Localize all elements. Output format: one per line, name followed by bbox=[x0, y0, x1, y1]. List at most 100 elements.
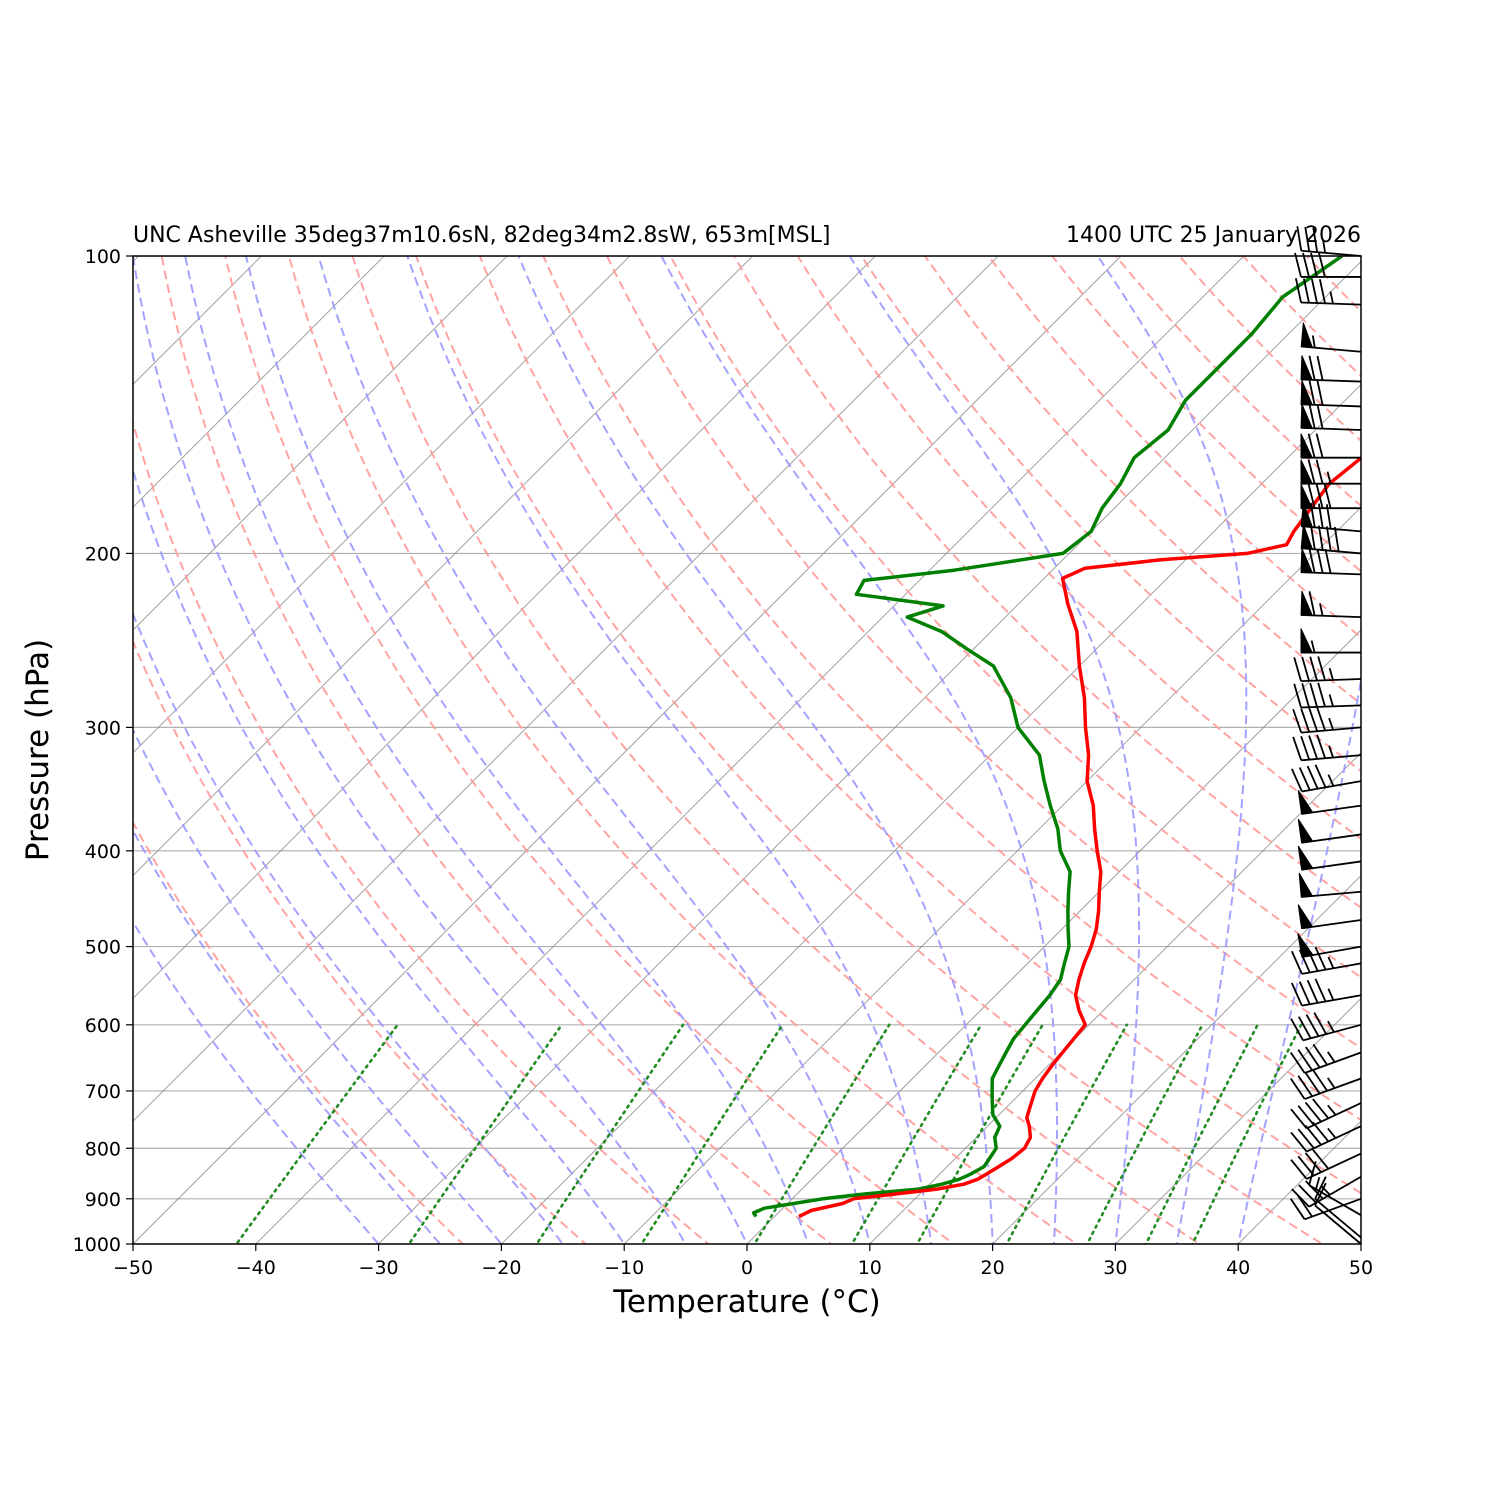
wind-barb bbox=[1297, 933, 1362, 958]
dry-adiabat-line bbox=[542, 256, 1361, 1122]
wind-barb bbox=[1314, 1176, 1362, 1239]
wind-barb bbox=[1300, 380, 1362, 408]
moist-adiabat-line bbox=[406, 256, 933, 1244]
y-tick-label: 900 bbox=[85, 1189, 121, 1211]
wind-barb bbox=[1296, 226, 1362, 257]
isotherm-line bbox=[133, 256, 754, 877]
dry-adiabat-line bbox=[732, 256, 1361, 909]
wind-barb bbox=[1300, 548, 1362, 576]
isotherm-line bbox=[623, 506, 1361, 1244]
dry-adiabat-line bbox=[669, 256, 1361, 979]
isotherm-line bbox=[133, 256, 877, 1000]
chart-title-right: 1400 UTC 25 January 2026 bbox=[1066, 223, 1361, 248]
moist-adiabat-line bbox=[133, 727, 503, 1244]
mixing-ratio-line bbox=[850, 1023, 983, 1244]
wind-barb bbox=[1300, 590, 1362, 619]
dry-adiabat-line bbox=[160, 256, 833, 1244]
wind-barb bbox=[1290, 1012, 1362, 1042]
isotherms bbox=[133, 256, 1361, 1244]
dry-adiabat-line bbox=[133, 639, 588, 1244]
x-tick-label: −30 bbox=[359, 1257, 399, 1279]
isotherm-line bbox=[991, 874, 1361, 1244]
wind-barb bbox=[1300, 524, 1362, 555]
wind-barb bbox=[1297, 904, 1362, 930]
moist-adiabat-line bbox=[133, 920, 380, 1244]
x-tick-label: 10 bbox=[858, 1257, 882, 1279]
moist-adiabat-line bbox=[1096, 256, 1248, 1244]
wind-barb bbox=[1290, 1121, 1362, 1153]
dry-adiabat-line bbox=[415, 256, 1325, 1244]
x-axis-ticks: −50 −40 −30 −20 −10 0 10 20 30 40 50 bbox=[113, 1244, 1373, 1279]
mixing-ratio-line bbox=[915, 1023, 1044, 1244]
moist-adiabat-line bbox=[1237, 674, 1361, 1244]
wind-barb bbox=[1293, 682, 1362, 709]
dry-adiabat-line bbox=[923, 256, 1361, 706]
isotherm-line bbox=[133, 256, 631, 754]
wind-barb bbox=[1300, 433, 1361, 459]
y-axis-title: Pressure (hPa) bbox=[20, 639, 56, 861]
wind-barb bbox=[1297, 845, 1362, 871]
y-tick-label: 1000 bbox=[73, 1234, 121, 1256]
wind-barb bbox=[1300, 403, 1362, 431]
moist-adiabat-line bbox=[317, 256, 871, 1244]
y-tick-label: 400 bbox=[85, 841, 121, 863]
moist-adiabat-line bbox=[184, 256, 749, 1244]
wind-barb bbox=[1292, 734, 1362, 762]
mixing-ratio-line bbox=[535, 1023, 685, 1244]
wind-barb bbox=[1290, 1098, 1362, 1130]
mixing-ratio-line bbox=[752, 1023, 891, 1244]
dry-adiabat-line bbox=[133, 418, 710, 1244]
wind-barb bbox=[1294, 252, 1361, 278]
isotherm-line bbox=[133, 256, 999, 1122]
mixing-ratio-line bbox=[1191, 1023, 1303, 1244]
wind-barb bbox=[1300, 355, 1362, 383]
moist-adiabat-line bbox=[660, 256, 1058, 1244]
temperature-profile-line bbox=[798, 455, 1361, 1219]
mixing-ratio-line bbox=[1085, 1023, 1204, 1244]
wind-barb bbox=[1291, 764, 1362, 793]
y-tick-label: 800 bbox=[85, 1138, 121, 1160]
wind-barb bbox=[1290, 1149, 1362, 1180]
moist-adiabats bbox=[133, 256, 1361, 1244]
dry-adiabat-line bbox=[287, 256, 1079, 1244]
isotherm-line bbox=[869, 752, 1361, 1244]
mixing-ratio-line bbox=[640, 1023, 784, 1244]
wind-barb bbox=[1294, 278, 1362, 306]
mixing-ratio-line bbox=[407, 1023, 564, 1244]
moist-adiabat-line bbox=[133, 467, 626, 1244]
isotherm-line bbox=[133, 256, 1122, 1244]
wind-barb bbox=[1300, 459, 1361, 485]
dewpoint-profile-line bbox=[751, 256, 1343, 1218]
wind-barb bbox=[1290, 1195, 1362, 1221]
wind-barb bbox=[1300, 483, 1361, 510]
isotherm-line bbox=[255, 256, 1245, 1244]
x-tick-label: −20 bbox=[481, 1257, 521, 1279]
wind-barb bbox=[1290, 1069, 1362, 1100]
x-tick-label: −10 bbox=[604, 1257, 644, 1279]
y-tick-label: 700 bbox=[85, 1081, 121, 1103]
mixing-ratio-line bbox=[1005, 1023, 1129, 1244]
wind-barb bbox=[1297, 818, 1362, 844]
chart-title-left: UNC Asheville 35deg37m10.6sN, 82deg34m2.… bbox=[133, 223, 830, 248]
x-tick-label: 40 bbox=[1226, 1257, 1250, 1279]
pressure-gridlines bbox=[133, 256, 1361, 1244]
wind-barb bbox=[1300, 628, 1361, 654]
moist-adiabat-line bbox=[517, 256, 994, 1244]
dry-adiabat-line bbox=[133, 820, 465, 1244]
mixing-ratio-line bbox=[234, 1023, 399, 1244]
wind-barb bbox=[1300, 322, 1362, 353]
wind-barb bbox=[1291, 1176, 1362, 1208]
wind-barbs bbox=[1290, 226, 1362, 1245]
y-tick-label: 500 bbox=[85, 937, 121, 959]
mixing-ratio-lines bbox=[234, 1023, 1303, 1244]
wind-barb bbox=[1292, 706, 1362, 734]
moist-adiabat-line bbox=[133, 256, 687, 1244]
x-tick-label: 0 bbox=[741, 1257, 753, 1279]
x-axis-title: Temperature (°C) bbox=[612, 1284, 881, 1320]
isotherm-line bbox=[377, 260, 1361, 1244]
wind-barb bbox=[1291, 978, 1362, 1007]
isotherm-line bbox=[133, 256, 385, 508]
x-tick-label: 50 bbox=[1349, 1257, 1373, 1279]
y-tick-label: 300 bbox=[85, 717, 121, 739]
